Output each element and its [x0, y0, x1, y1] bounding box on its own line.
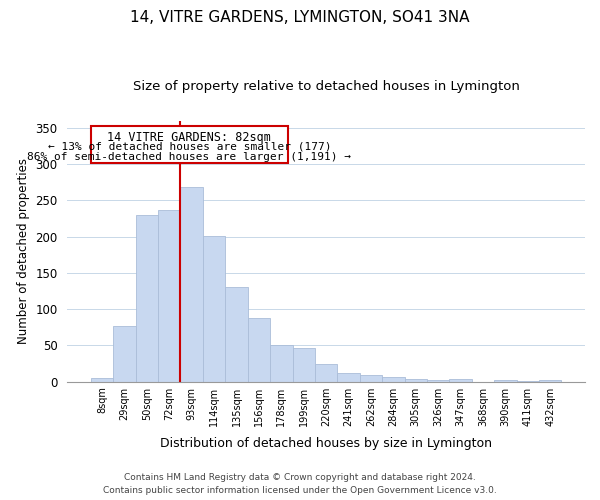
Bar: [360, 375, 382, 382]
Bar: [203, 236, 225, 382]
Text: 14 VITRE GARDENS: 82sqm: 14 VITRE GARDENS: 82sqm: [107, 132, 271, 144]
Bar: [517, 381, 539, 382]
X-axis label: Distribution of detached houses by size in Lymington: Distribution of detached houses by size …: [160, 437, 492, 450]
Bar: [270, 346, 293, 382]
Bar: [404, 379, 427, 382]
Bar: [315, 364, 337, 382]
Bar: [449, 379, 472, 382]
Text: 14, VITRE GARDENS, LYMINGTON, SO41 3NA: 14, VITRE GARDENS, LYMINGTON, SO41 3NA: [130, 10, 470, 25]
FancyBboxPatch shape: [91, 126, 288, 162]
Bar: [248, 318, 270, 382]
Bar: [382, 378, 404, 382]
Text: Contains HM Land Registry data © Crown copyright and database right 2024.
Contai: Contains HM Land Registry data © Crown c…: [103, 474, 497, 495]
Bar: [337, 373, 360, 382]
Bar: [427, 380, 449, 382]
Y-axis label: Number of detached properties: Number of detached properties: [17, 158, 30, 344]
Text: ← 13% of detached houses are smaller (177): ← 13% of detached houses are smaller (17…: [47, 142, 331, 152]
Bar: [293, 348, 315, 382]
Bar: [91, 378, 113, 382]
Text: 86% of semi-detached houses are larger (1,191) →: 86% of semi-detached houses are larger (…: [28, 152, 352, 162]
Bar: [136, 215, 158, 382]
Bar: [539, 380, 562, 382]
Bar: [181, 188, 203, 382]
Bar: [158, 210, 181, 382]
Bar: [494, 380, 517, 382]
Bar: [113, 326, 136, 382]
Bar: [225, 286, 248, 382]
Title: Size of property relative to detached houses in Lymington: Size of property relative to detached ho…: [133, 80, 520, 93]
